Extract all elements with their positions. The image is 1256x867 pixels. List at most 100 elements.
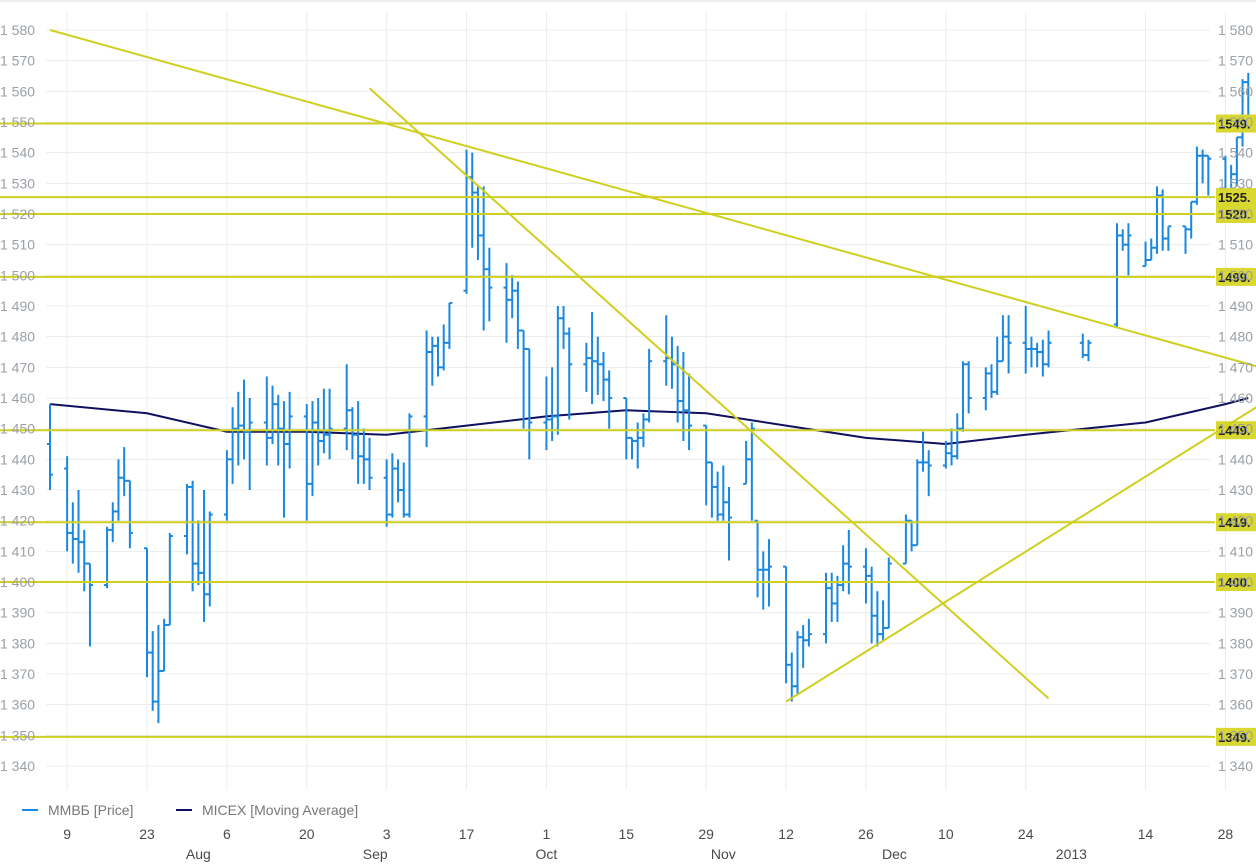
- y-tick-label: 1 480: [0, 329, 35, 345]
- ohlc-bar: [480, 186, 487, 331]
- y-tick-label: 1 510: [0, 237, 35, 253]
- y-tick-label-right: 1 540: [1218, 145, 1253, 161]
- ohlc-bar: [1193, 146, 1200, 205]
- y-tick-label: 1 470: [0, 359, 35, 375]
- ohlc-bar: [845, 529, 852, 595]
- ohlc-bar: [885, 557, 892, 630]
- ohlc-bar: [1142, 241, 1149, 268]
- x-axis: 9 23 6 20 3 17 1 15 29 12 26 10 24 14 28 Aug Sep Oct Nov De…: [63, 826, 1233, 862]
- x-tick-label: 24: [1018, 826, 1034, 842]
- ohlc-bar: [526, 347, 533, 460]
- level-price-label: 1499.: [1218, 270, 1251, 285]
- ohlc-bar: [623, 397, 630, 460]
- ohlc-bar: [463, 149, 470, 294]
- x-tick-label: 1: [543, 826, 551, 842]
- x-tick-label: 28: [1218, 826, 1234, 842]
- x-tick-label: 6: [223, 826, 231, 842]
- ohlc-bar: [874, 591, 881, 647]
- ohlc-bar: [862, 548, 869, 604]
- ohlc-bar: [703, 424, 710, 506]
- x-tick-label: 12: [778, 826, 794, 842]
- ohlc-bar: [446, 301, 453, 349]
- level-price-tag: [1216, 267, 1256, 286]
- ohlc-bar: [765, 539, 772, 607]
- ohlc-bar: [805, 618, 812, 647]
- y-tick-label-right: 1 510: [1218, 237, 1253, 253]
- ohlc-bar: [1022, 306, 1029, 374]
- horizontal-levels: 1549.1525.1520.1499.1449.1419.1400.1349.: [0, 114, 1256, 746]
- ohlc-bar: [149, 631, 156, 711]
- ohlc-bar: [708, 461, 715, 518]
- ohlc-bar: [1205, 154, 1212, 196]
- level-price-label: 1549.: [1218, 117, 1251, 132]
- ohlc-bar: [343, 364, 350, 451]
- y-tick-label-right: 1 440: [1218, 451, 1253, 467]
- y-tick-label-right: 1 560: [1218, 83, 1253, 99]
- ohlc-bar: [965, 361, 972, 414]
- ohlc-bar: [994, 336, 1001, 395]
- legend-label: MICEX [Moving Average]: [202, 802, 358, 818]
- ohlc-bar: [999, 315, 1006, 363]
- y-tick-label-right: 1 340: [1218, 758, 1253, 774]
- y-tick-label: 1 380: [0, 635, 35, 651]
- y-tick-label: 1 580: [0, 22, 35, 38]
- ohlc-bar: [320, 388, 327, 454]
- level-price-tag: [1216, 573, 1256, 592]
- ohlc-bar: [366, 437, 373, 491]
- ohlc-bar: [241, 379, 248, 460]
- y-tick-label: 1 350: [0, 727, 35, 743]
- ohlc-bar: [982, 367, 989, 411]
- y-tick-label-right: 1 580: [1218, 22, 1253, 38]
- ohlc-bar: [1159, 189, 1166, 251]
- y-tick-label: 1 440: [0, 451, 35, 467]
- ohlc-bar: [161, 618, 168, 672]
- ohlc-bar: [423, 330, 430, 448]
- ohlc-bar: [686, 373, 693, 451]
- ohlc-bar: [908, 519, 915, 552]
- ohlc-bar: [566, 327, 573, 420]
- ohlc-bar: [514, 281, 521, 349]
- ohlc-bar: [754, 519, 761, 598]
- y-tick-label-right: 1 500: [1218, 267, 1253, 283]
- ohlc-bar: [326, 388, 333, 460]
- ohlc-bar: [263, 376, 270, 466]
- ohlc-bar: [349, 407, 356, 460]
- y-tick-label: 1 570: [0, 53, 35, 69]
- level-price-tag: [1216, 114, 1256, 133]
- x-tick-label: 17: [459, 826, 475, 842]
- legend-label: ММВБ [Price]: [48, 802, 133, 818]
- y-tick-label: 1 450: [0, 421, 35, 437]
- ohlc-bar: [948, 428, 955, 466]
- ohlc-bar: [988, 364, 995, 399]
- ohlc-bar: [920, 431, 927, 472]
- x-tick-label: 26: [858, 826, 874, 842]
- legend: ММВБ [Price] MICEX [Moving Average]: [22, 802, 358, 818]
- ohlc-bar: [469, 152, 476, 248]
- y-tick-label-right: 1 360: [1218, 697, 1253, 713]
- ohlc-bar: [554, 306, 561, 435]
- x-month-label: Dec: [882, 846, 907, 862]
- y-tick-label-right: 1 370: [1218, 666, 1253, 682]
- y-tick-label: 1 560: [0, 83, 35, 99]
- ohlc-bar: [229, 407, 236, 484]
- ohlc-bar: [914, 459, 921, 547]
- x-month-label: Oct: [536, 846, 558, 862]
- y-tick-label: 1 340: [0, 758, 35, 774]
- ohlc-bar: [1125, 223, 1132, 276]
- level-price-tag: [1216, 188, 1256, 207]
- ohlc-bar: [714, 471, 721, 521]
- x-month-label: Nov: [711, 846, 736, 862]
- y-tick-label-right: 1 430: [1218, 482, 1253, 498]
- y-tick-label-right: 1 400: [1218, 574, 1253, 590]
- ohlc-bar: [86, 562, 93, 647]
- ohlc-bar: [520, 329, 527, 429]
- ohlc-bar: [834, 575, 841, 622]
- price-series: [47, 72, 1252, 724]
- ohlc-bar: [315, 398, 322, 466]
- ohlc-bar: [823, 572, 830, 644]
- ohlc-bar: [1034, 342, 1041, 368]
- trendline: [49, 29, 1256, 368]
- trendlines: [49, 29, 1256, 703]
- ohlc-bar: [201, 490, 208, 622]
- y-tick-label: 1 460: [0, 390, 35, 406]
